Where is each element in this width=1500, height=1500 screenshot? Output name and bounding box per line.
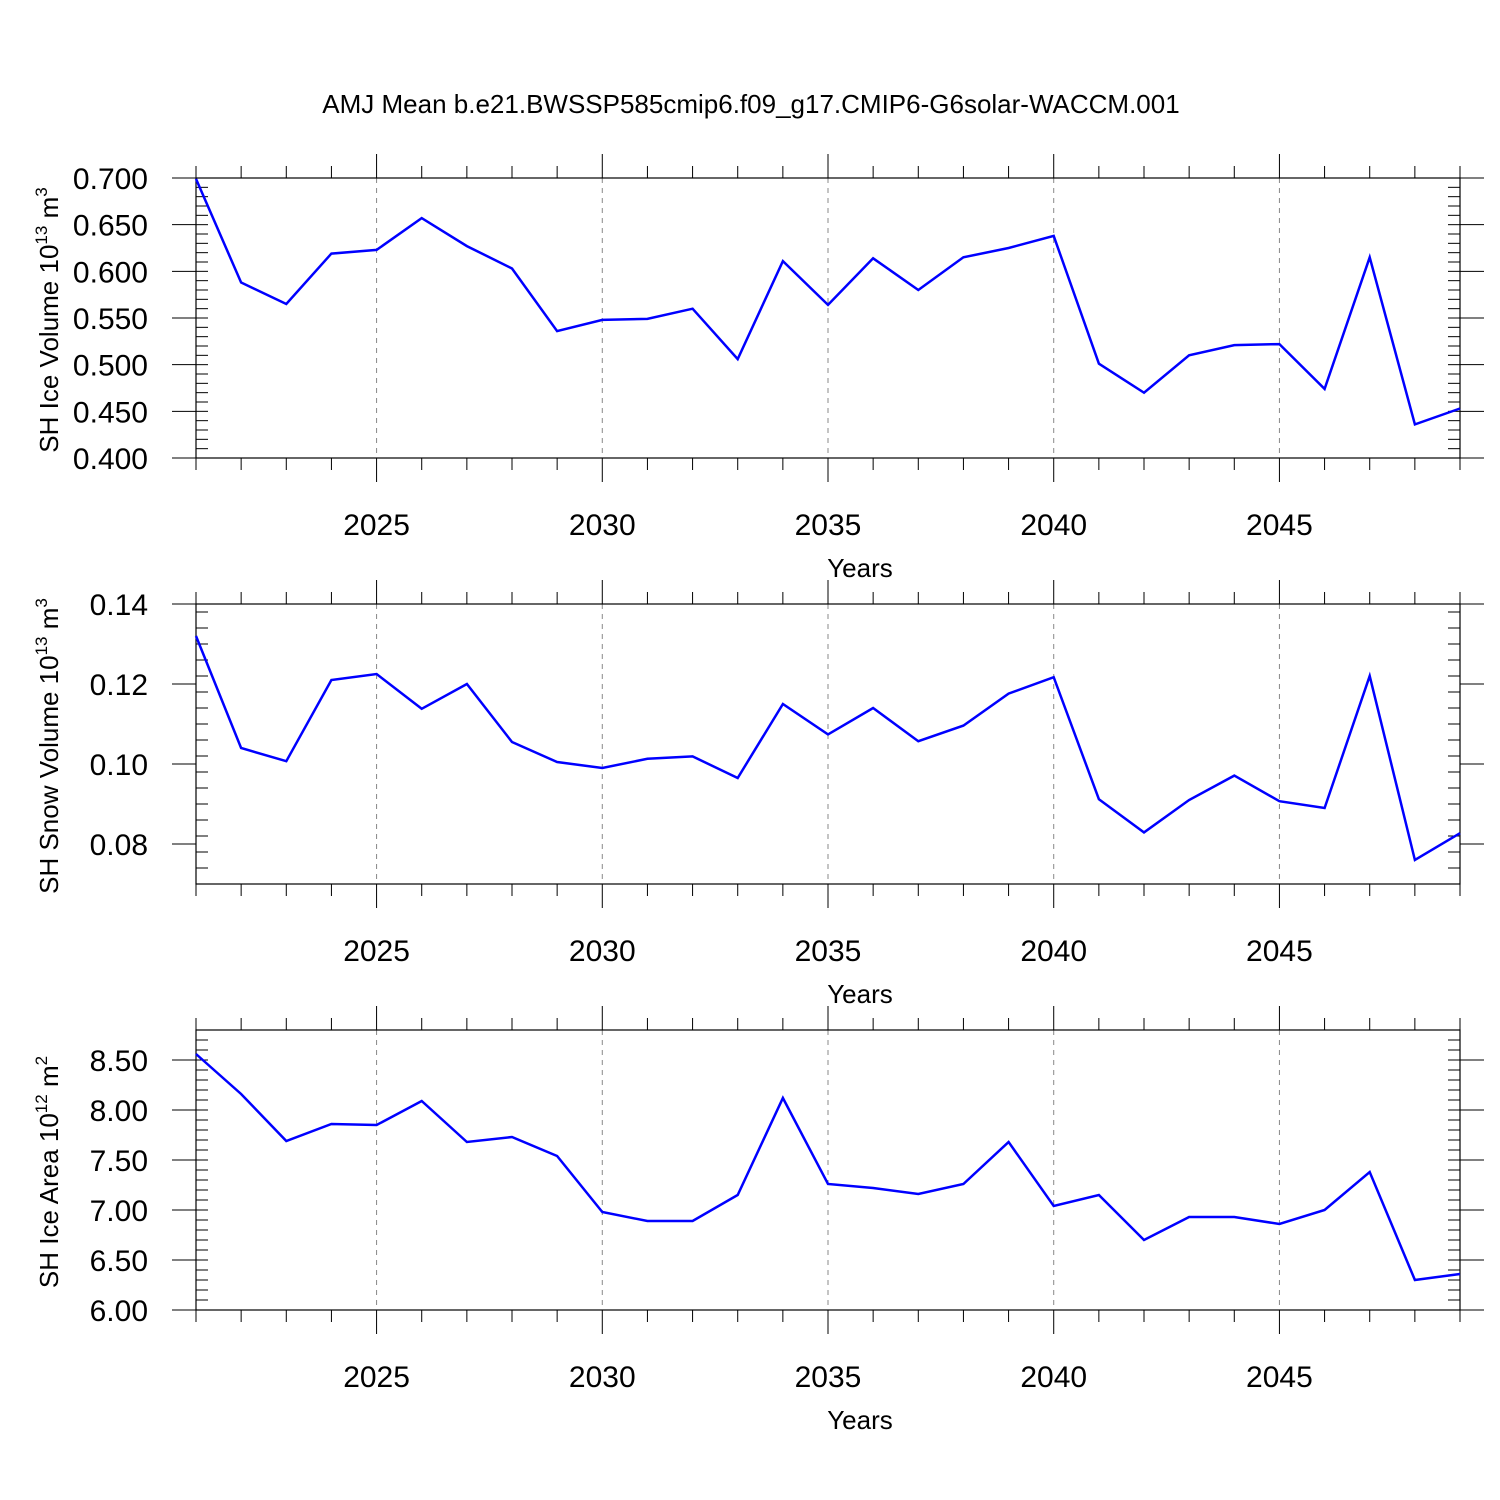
x-tick-label: 2025: [343, 935, 410, 968]
x-axis-title: Years: [827, 553, 893, 583]
x-tick-label: 2030: [569, 935, 636, 968]
y-tick-label: 0.650: [73, 210, 148, 243]
y-tick-label: 0.550: [73, 303, 148, 336]
y-axis-title-main: SH Ice Volume 10: [34, 245, 64, 453]
y-axis-title-exponent: 13: [32, 226, 51, 245]
y-tick-label: 6.00: [90, 1295, 148, 1328]
x-tick-label: 2025: [343, 509, 410, 542]
x-tick-label: 2040: [1020, 935, 1087, 968]
y-axis-title-unit: m: [34, 197, 64, 226]
x-tick-label: 2035: [795, 935, 862, 968]
y-tick-label: 0.10: [90, 749, 148, 782]
y-axis-title-exponent: 13: [32, 636, 51, 655]
y-tick-label: 7.00: [90, 1195, 148, 1228]
x-tick-label: 2040: [1020, 509, 1087, 542]
y-tick-label: 0.700: [73, 163, 148, 196]
x-axis-title: Years: [827, 979, 893, 1009]
y-axis-title: SH Ice Area 1012 m2: [32, 1056, 64, 1288]
chart-title: AMJ Mean b.e21.BWSSP585cmip6.f09_g17.CMI…: [322, 89, 1179, 119]
y-tick-label: 8.50: [90, 1045, 148, 1078]
y-axis-title: SH Snow Volume 1013 m3: [32, 598, 64, 894]
y-axis-title-unit-power: 3: [32, 598, 51, 607]
panels: 0.400 0.450 0.500 0.550 0.600 0.650 0.700 2025 2…: [32, 154, 1484, 1435]
x-tick-label: 2035: [795, 509, 862, 542]
y-axis-title-main: SH Snow Volume 10: [34, 655, 64, 893]
y-axis-title-main: SH Ice Area 10: [34, 1113, 64, 1288]
y-axis-title-unit: m: [34, 608, 64, 637]
series-line: [194, 178, 1461, 427]
y-tick-label: 6.50: [90, 1245, 148, 1278]
y-axis-title-unit: m: [34, 1065, 64, 1094]
y-axis-title-unit-power: 2: [32, 1056, 51, 1065]
x-axis-title: Years: [827, 1405, 893, 1435]
y-tick-label: 0.600: [73, 256, 148, 289]
series-line: [195, 1053, 1461, 1282]
y-tick-label: 7.50: [90, 1145, 148, 1178]
y-axis-title: SH Ice Volume 1013 m3: [32, 187, 64, 452]
y-tick-label: 0.450: [73, 396, 148, 429]
y-tick-label: 8.00: [90, 1095, 148, 1128]
x-tick-label: 2025: [343, 1361, 410, 1394]
x-tick-label: 2040: [1020, 1361, 1087, 1394]
y-axis-title-unit-power: 3: [32, 187, 51, 196]
x-tick-label: 2035: [795, 1361, 862, 1394]
y-tick-label: 0.08: [90, 829, 148, 862]
x-tick-label: 2045: [1246, 1361, 1313, 1394]
y-tick-label: 0.12: [90, 669, 148, 702]
y-tick-label: 0.14: [90, 589, 148, 622]
panel-1: 0.400 0.450 0.500 0.550 0.600 0.650 0.700 2025 2…: [32, 154, 1484, 583]
y-tick-label: 0.500: [73, 350, 148, 383]
series-line: [194, 635, 1461, 862]
x-tick-label: 2045: [1246, 935, 1313, 968]
panel-2: 0.08 0.10 0.12 0.14 2025 2030 2035 2040 2045 Year…: [32, 580, 1484, 1009]
y-tick-label: 0.400: [73, 443, 148, 476]
x-tick-label: 2045: [1246, 509, 1313, 542]
x-tick-label: 2030: [569, 509, 636, 542]
x-tick-label: 2030: [569, 1361, 636, 1394]
y-axis-title-exponent: 12: [32, 1094, 51, 1113]
panel-3: 6.00 6.50 7.00 7.50 8.00 8.50 2025 2030 2035 2040…: [32, 1006, 1484, 1435]
